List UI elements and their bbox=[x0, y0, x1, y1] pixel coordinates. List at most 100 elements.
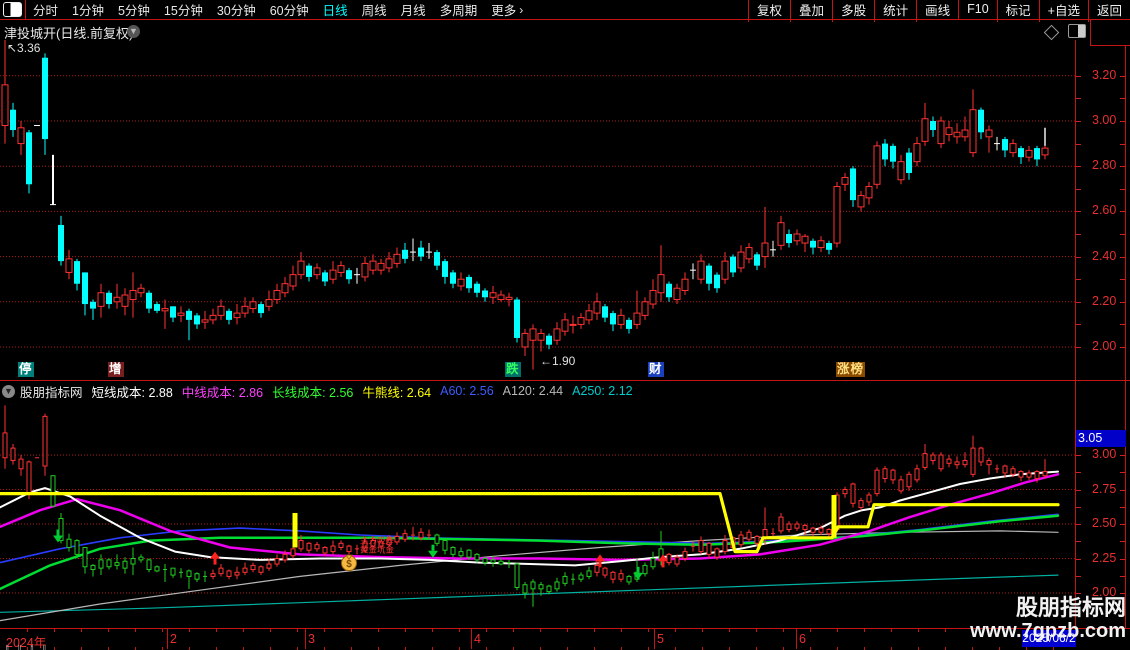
indicator-header: ▼ 股朋指标网 短线成本: 2.88 中线成本: 2.86 长线成本: 2.56 牛熊线… bbox=[2, 383, 642, 400]
month-label-4: 4 bbox=[474, 632, 481, 646]
badge-涨榜[interactable]: 涨榜 bbox=[836, 362, 866, 377]
badge-增[interactable]: 增 bbox=[108, 362, 124, 377]
period-周线[interactable]: 周线 bbox=[361, 4, 387, 18]
indicator-value: A60: 2.56 bbox=[440, 384, 494, 398]
time-tick bbox=[675, 647, 676, 650]
period-5分钟[interactable]: 5分钟 bbox=[117, 4, 150, 18]
tool-统计[interactable]: 统计 bbox=[874, 0, 916, 22]
axis-tick bbox=[1120, 98, 1125, 100]
badge-财[interactable]: 财 bbox=[648, 362, 664, 377]
axis-tick bbox=[1076, 75, 1081, 77]
time-tick bbox=[810, 647, 811, 650]
time-tick bbox=[648, 647, 649, 650]
tool-叠加[interactable]: 叠加 bbox=[790, 0, 832, 22]
main-candlestick-chart[interactable] bbox=[0, 40, 1075, 380]
period-60分钟[interactable]: 60分钟 bbox=[269, 4, 309, 18]
time-tick bbox=[567, 629, 568, 632]
diamond-icon[interactable] bbox=[1043, 24, 1060, 41]
axis-border-right bbox=[1125, 45, 1126, 628]
period-15分钟[interactable]: 15分钟 bbox=[163, 4, 203, 18]
badge-停[interactable]: 停 bbox=[18, 362, 34, 377]
time-tick bbox=[918, 647, 919, 650]
badge-跌[interactable]: 跌 bbox=[505, 362, 521, 377]
period-月线[interactable]: 月线 bbox=[400, 4, 426, 18]
time-tick bbox=[1026, 629, 1027, 632]
time-tick bbox=[1026, 647, 1027, 650]
collapse-chevron-icon[interactable]: ▼ bbox=[2, 384, 15, 398]
axis-tick bbox=[1076, 506, 1081, 508]
time-tick bbox=[189, 647, 190, 650]
axis-tick bbox=[1076, 188, 1081, 190]
tool-+自选[interactable]: +自选 bbox=[1038, 0, 1088, 22]
time-tick bbox=[405, 647, 406, 650]
period-30分钟[interactable]: 30分钟 bbox=[216, 4, 256, 18]
time-axis[interactable]: 2025/06/2 2024年 2 3 4 5 6 bbox=[0, 628, 1130, 650]
time-tick bbox=[837, 647, 838, 650]
time-tick bbox=[1053, 629, 1054, 632]
split-window-icon[interactable] bbox=[3, 2, 22, 17]
axis-border bbox=[1075, 40, 1076, 628]
axis-tick bbox=[1120, 166, 1125, 168]
axis-tick bbox=[1120, 188, 1125, 190]
axis-tick bbox=[1076, 347, 1081, 348]
chevron-down-icon[interactable]: ▼ bbox=[127, 25, 140, 38]
tool-标记[interactable]: 标记 bbox=[996, 0, 1039, 22]
axis-tick bbox=[1120, 524, 1125, 525]
time-tick bbox=[216, 647, 217, 650]
time-tick bbox=[135, 629, 136, 632]
time-tick bbox=[621, 647, 622, 650]
period-分时[interactable]: 分时 bbox=[33, 4, 59, 18]
axis-tick bbox=[1076, 593, 1081, 594]
time-tick bbox=[972, 629, 973, 632]
time-tick bbox=[351, 647, 352, 650]
period-menu: 分时 1分钟 5分钟 15分钟 30分钟 60分钟 日线 周线 月线 多周期 更多 › bbox=[26, 0, 525, 19]
time-tick bbox=[1053, 647, 1054, 650]
time-tick bbox=[486, 629, 487, 632]
time-tick bbox=[783, 629, 784, 632]
time-tick bbox=[594, 647, 595, 650]
tool-画线[interactable]: 画线 bbox=[916, 0, 958, 22]
axis-tick bbox=[1076, 558, 1081, 560]
price-label-2.80: 2.80 bbox=[1092, 158, 1117, 173]
menu-more[interactable]: 更多 bbox=[491, 4, 517, 18]
axis-tick bbox=[1120, 279, 1125, 281]
axis-tick bbox=[1076, 472, 1081, 474]
price-label-3.00: 3.00 bbox=[1092, 113, 1117, 127]
month-label-3: 3 bbox=[308, 632, 315, 646]
time-tick bbox=[972, 647, 973, 650]
axis-tick bbox=[1120, 121, 1125, 122]
panel-divider bbox=[0, 380, 1130, 381]
title-bar: 津投城开(日线.前复权) ▼ bbox=[0, 20, 1130, 41]
cursor-date-box: 2025/06/2 bbox=[1022, 630, 1076, 647]
price-label-3.00: 3.00 bbox=[1092, 447, 1117, 461]
time-tick bbox=[864, 629, 865, 632]
time-tick bbox=[432, 647, 433, 650]
time-tick bbox=[486, 647, 487, 650]
time-tick bbox=[540, 647, 541, 650]
time-tick bbox=[27, 647, 28, 650]
time-tick bbox=[945, 647, 946, 650]
axis-tick bbox=[1076, 301, 1081, 303]
time-tick bbox=[999, 629, 1000, 632]
time-tick bbox=[918, 629, 919, 632]
period-日线[interactable]: 日线 bbox=[322, 4, 348, 18]
tool-返回[interactable]: 返回 bbox=[1087, 0, 1130, 22]
time-tick bbox=[27, 629, 28, 632]
time-tick bbox=[297, 647, 298, 650]
time-tick bbox=[945, 629, 946, 632]
month-label-6: 6 bbox=[799, 632, 806, 646]
axis-tick bbox=[1076, 324, 1081, 326]
time-tick bbox=[243, 647, 244, 650]
time-tick bbox=[810, 629, 811, 632]
tool-多股[interactable]: 多股 bbox=[832, 0, 874, 22]
layout-panel-icon[interactable] bbox=[1068, 24, 1086, 38]
month-separator bbox=[654, 629, 655, 649]
tools-menu: 复权 叠加 多股 统计 画线 F10 标记 +自选 返回 bbox=[748, 0, 1130, 22]
tool-复权[interactable]: 复权 bbox=[748, 0, 790, 22]
tool-F10[interactable]: F10 bbox=[958, 0, 997, 19]
period-多周期[interactable]: 多周期 bbox=[439, 4, 478, 18]
axis-tick bbox=[1120, 575, 1125, 577]
period-1分钟[interactable]: 1分钟 bbox=[72, 4, 104, 18]
